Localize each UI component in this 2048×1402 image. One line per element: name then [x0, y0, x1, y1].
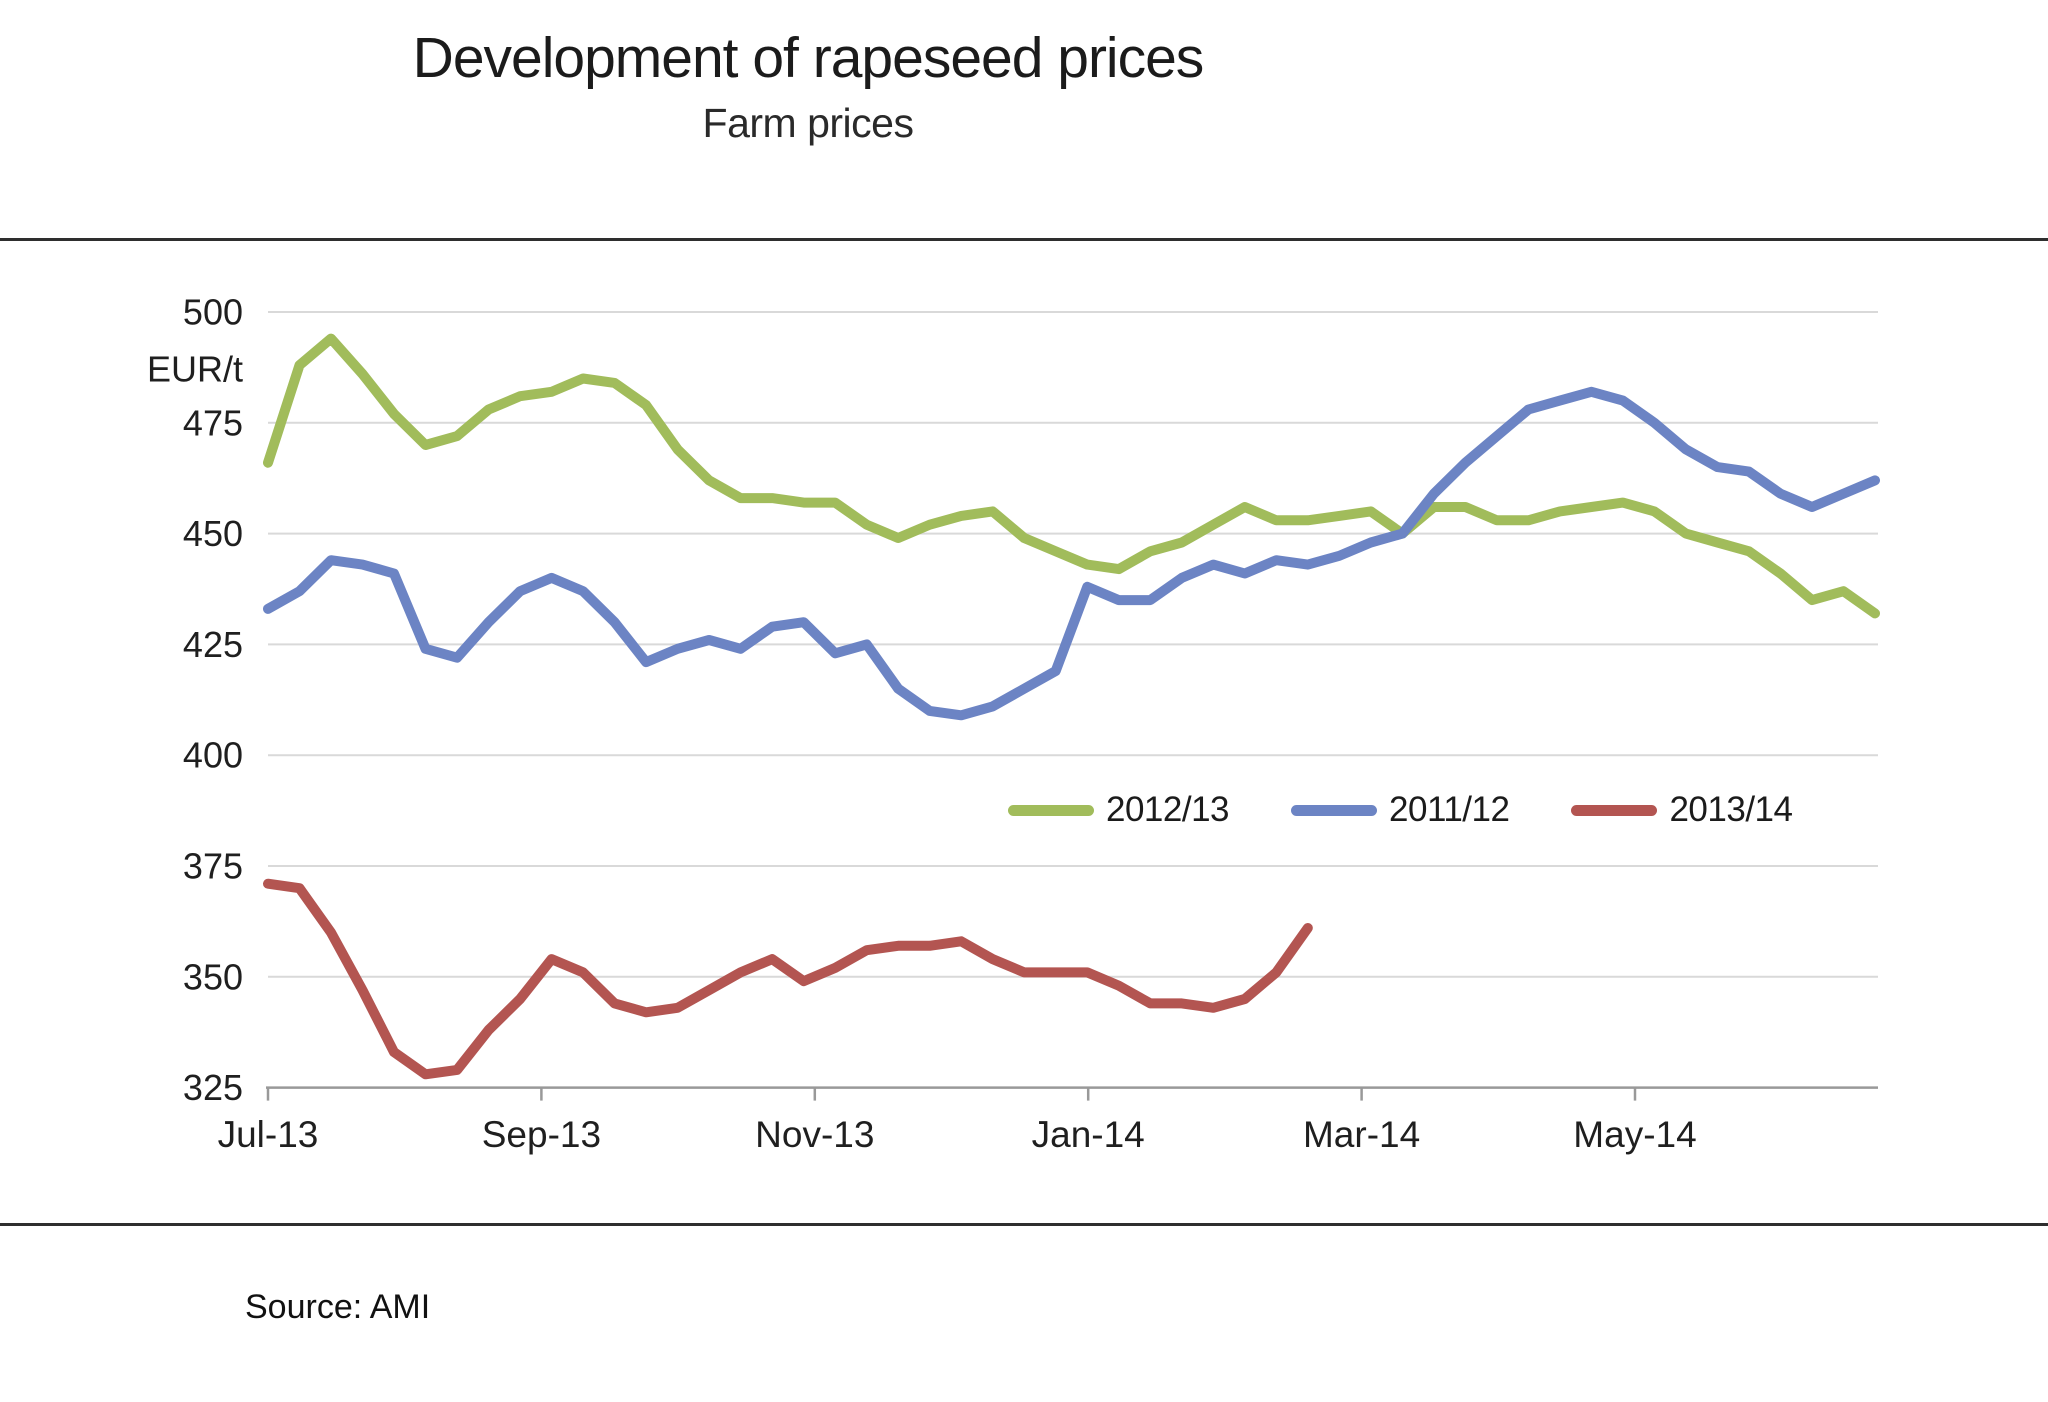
legend-label: 2013/14	[1669, 790, 1793, 829]
x-tick-label-Jul-13: Jul-13	[218, 1114, 319, 1155]
y-tick-label-500: 500	[183, 292, 243, 333]
series-line-2011-12	[263, 386, 1880, 721]
legend-swatch-red-icon	[1571, 804, 1658, 816]
y-axis-unit-label: EUR/t	[147, 349, 243, 390]
x-tick-label-Jan-14: Jan-14	[1032, 1114, 1145, 1155]
legend-item-2012-13: 2012/13	[1008, 790, 1230, 830]
y-tick-label-450: 450	[183, 513, 243, 554]
legend-swatch-green-icon	[1008, 804, 1094, 816]
legend-label: 2011/12	[1389, 790, 1510, 829]
series-line-2012-13	[263, 333, 1880, 619]
page-title: Development of rapeseed prices	[412, 26, 1205, 90]
source-label: Source: AMI	[245, 1288, 431, 1326]
y-tick-label-400: 400	[183, 735, 243, 776]
page-subtitle: Farm prices	[702, 99, 914, 146]
x-tick-label-May-14: May-14	[1573, 1114, 1696, 1155]
legend-swatch-blue-icon	[1291, 804, 1378, 816]
legend-item-2013-14: 2013/14	[1571, 790, 1793, 830]
y-tick-label-350: 350	[183, 956, 243, 997]
x-tick-label-Sep-13: Sep-13	[482, 1114, 601, 1155]
y-tick-label-375: 375	[183, 846, 243, 887]
series-line-2013-14	[263, 878, 1313, 1080]
legend-label: 2012/13	[1106, 790, 1230, 829]
x-tick-label-Nov-13: Nov-13	[755, 1114, 874, 1155]
chart-legend: 2012/13 2011/12 2013/14	[1008, 790, 1793, 830]
bottom-divider-line	[0, 1223, 2048, 1226]
y-tick-label-475: 475	[183, 402, 243, 443]
title-block: Development of rapeseed prices Farm pric…	[0, 26, 1616, 147]
x-tick-label-Mar-14: Mar-14	[1303, 1114, 1420, 1155]
top-divider-line	[0, 238, 2048, 241]
y-tick-label-325: 325	[183, 1067, 243, 1108]
legend-item-2011-12: 2011/12	[1291, 790, 1510, 830]
y-tick-label-425: 425	[183, 624, 243, 665]
